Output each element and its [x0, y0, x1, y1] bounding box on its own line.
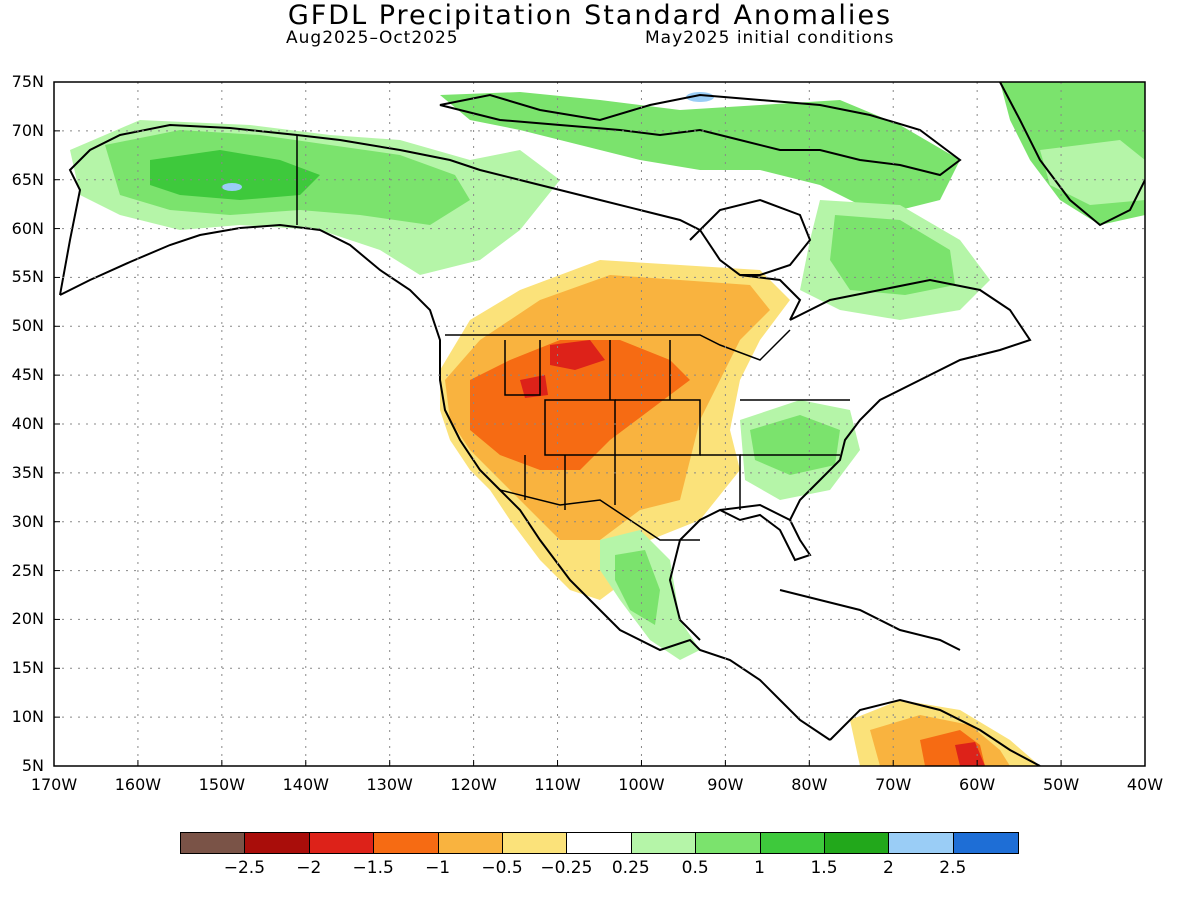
forecast-period: Aug2025–Oct2025: [286, 28, 459, 48]
colorbar-swatch: [760, 833, 825, 853]
lat-tick-label: 60N: [11, 218, 44, 238]
colorbar-swatch: [309, 833, 375, 853]
lon-tick-label: 160W: [114, 775, 162, 794]
lat-tick-label: 70N: [11, 120, 44, 140]
lat-tick-label: 20N: [11, 609, 44, 629]
colorbar-swatch: [824, 833, 890, 853]
lon-tick-label: 150W: [198, 775, 246, 794]
colorbar-label: 2.5: [939, 858, 967, 878]
political-borders: [296, 135, 850, 541]
colorbar-swatch: [631, 833, 697, 853]
colorbar-label: −0.5: [481, 858, 523, 878]
lon-tick-label: 100W: [618, 775, 665, 794]
lon-tick-label: 120W: [450, 775, 497, 794]
lon-tick-label: 90W: [707, 775, 744, 794]
map-title: GFDL Precipitation Standard Anomalies: [287, 0, 893, 31]
colorbar: [180, 832, 1020, 854]
colorbar-label: −1.5: [352, 858, 394, 878]
lon-tick-label: 40W: [1126, 775, 1164, 794]
lat-tick-label: 15N: [11, 658, 44, 678]
colorbar-label: −1: [425, 858, 451, 878]
colorbar-swatch: [502, 833, 568, 853]
lat-tick-label: 45N: [11, 365, 44, 385]
lat-tick-label: 65N: [11, 169, 44, 189]
colorbar-swatch: [438, 833, 503, 853]
lon-tick-label: 140W: [282, 775, 329, 794]
initial-conditions: May2025 initial conditions: [645, 28, 895, 48]
colorbar-label: −2.5: [223, 858, 266, 878]
colorbar-label: 0.5: [681, 858, 709, 878]
lon-tick-label: 110W: [534, 775, 581, 794]
colorbar-label: 1.5: [810, 858, 838, 878]
lon-tick-label: 60W: [959, 775, 996, 794]
anomaly-shading: [70, 82, 1145, 766]
colorbar-label: −0.25: [540, 858, 593, 878]
lat-tick-label: 5N: [21, 756, 44, 775]
coastlines: [59, 82, 1145, 766]
colorbar-swatch: [374, 833, 439, 853]
colorbar-swatch: [953, 833, 1019, 853]
colorbar-swatch: [181, 833, 246, 853]
colorbar-swatch: [245, 833, 310, 853]
lat-tick-label: 35N: [11, 462, 44, 482]
axis-ticks: [53, 81, 1146, 767]
graticule: [54, 82, 1145, 766]
lat-tick-label: 40N: [11, 414, 44, 433]
lon-tick-label: 50W: [1042, 775, 1080, 794]
colorbar-label: 2: [882, 858, 894, 878]
colorbar-swatch: [567, 833, 632, 853]
lat-tick-label: 10N: [11, 707, 44, 727]
colorbar-swatch: [889, 833, 954, 853]
lon-tick-label: 130W: [366, 775, 413, 794]
lat-tick-label: 30N: [11, 511, 44, 531]
colorbar-label: −2: [296, 858, 322, 878]
lat-tick-label: 50N: [11, 316, 44, 336]
lat-tick-label: 75N: [11, 72, 44, 91]
lat-tick-label: 55N: [11, 267, 44, 287]
colorbar-label: 0.25: [611, 858, 650, 878]
lon-tick-label: 80W: [791, 775, 828, 794]
lat-tick-label: 25N: [11, 560, 44, 580]
colorbar-swatch: [696, 833, 761, 853]
lon-tick-label: 170W: [30, 775, 78, 794]
colorbar-label: 1: [754, 858, 765, 878]
lon-tick-label: 70W: [875, 775, 912, 794]
